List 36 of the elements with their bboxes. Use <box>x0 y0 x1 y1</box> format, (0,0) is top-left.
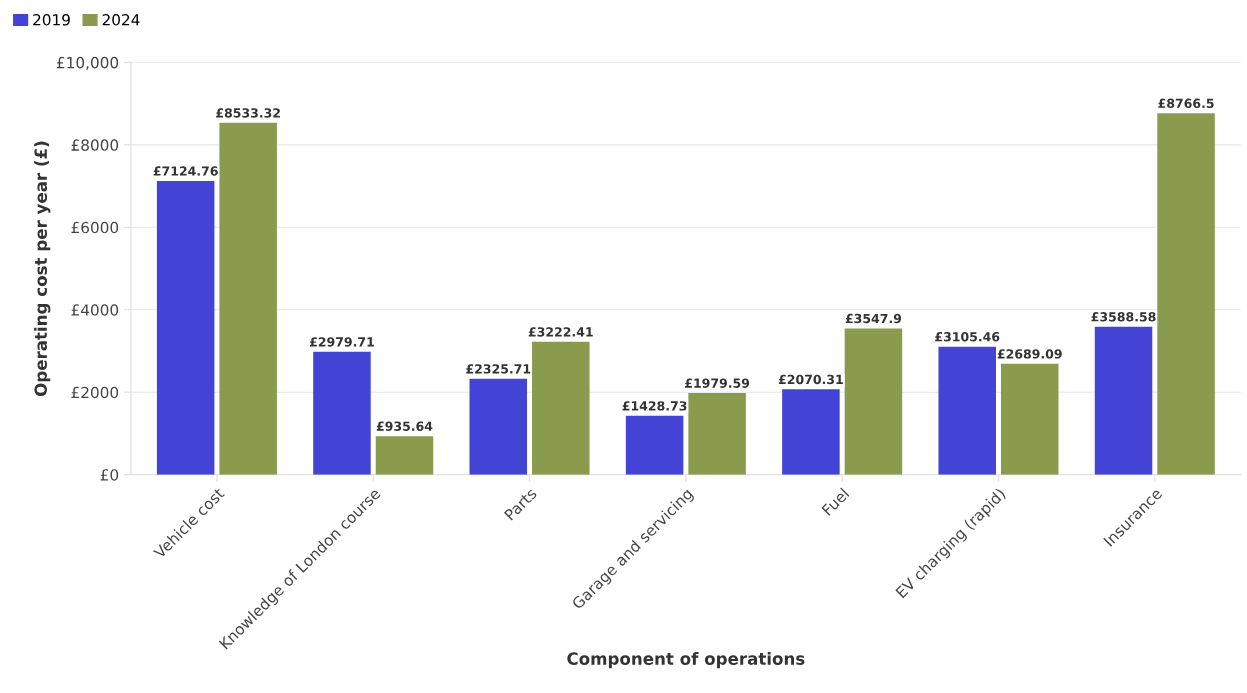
legend-label: 2024 <box>102 14 140 26</box>
data-label: £2689.09 <box>997 349 1062 359</box>
y-tick-label: £4000 <box>71 304 119 316</box>
y-tick-label: £6000 <box>71 221 119 234</box>
x-axis-title: Component of operations <box>567 652 805 669</box>
data-label: £935.64 <box>376 421 433 431</box>
bar <box>625 415 684 475</box>
data-label: £1428.73 <box>622 401 687 411</box>
bar <box>1157 113 1215 475</box>
data-label: £8766.5 <box>1158 98 1214 109</box>
bar <box>1094 326 1153 475</box>
bar <box>219 122 277 475</box>
bar <box>469 378 528 475</box>
bar <box>156 180 215 475</box>
data-label: £2070.31 <box>778 374 843 385</box>
data-label: £7124.76 <box>153 166 218 176</box>
bar <box>938 346 996 475</box>
y-tick-label: £2000 <box>71 386 119 399</box>
legend-label: 2019 <box>33 14 70 26</box>
bar <box>782 389 840 475</box>
bar <box>1000 363 1059 475</box>
y-tick-label: £0 <box>100 469 119 481</box>
bar <box>844 328 903 475</box>
y-tick-label: £8000 <box>71 139 119 151</box>
data-label: £2325.71 <box>466 364 531 374</box>
data-label: £3222.41 <box>528 327 593 337</box>
bar <box>313 351 371 475</box>
bar <box>532 341 590 475</box>
data-label: £3588.58 <box>1091 312 1156 322</box>
data-label: £2979.71 <box>309 337 374 347</box>
y-tick-label: £10,000 <box>56 56 119 70</box>
data-label: £8533.32 <box>216 108 280 118</box>
data-label: £3547.9 <box>845 313 902 324</box>
y-axis-title: Operating cost per year (£) <box>34 141 51 397</box>
data-label: £1979.59 <box>685 378 750 388</box>
data-label: £3105.46 <box>935 332 1000 342</box>
